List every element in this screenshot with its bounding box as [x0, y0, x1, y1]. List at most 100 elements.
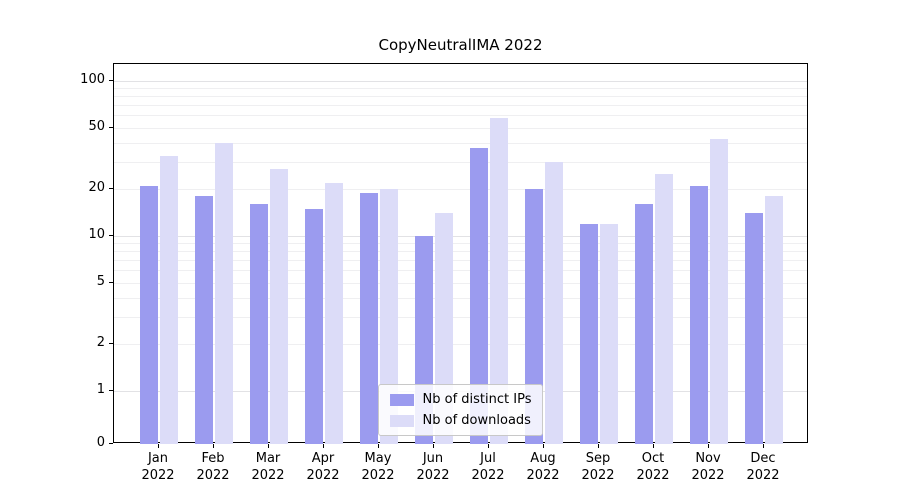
gridline-minor-60	[114, 115, 807, 117]
bar-distinct-ips-nov	[690, 186, 708, 444]
x-tick-year: 2022	[581, 468, 615, 483]
x-tick-mark-oct	[653, 444, 654, 448]
bar-downloads-may	[380, 189, 398, 444]
x-tick-year: 2022	[306, 468, 340, 483]
bar-downloads-jul	[490, 117, 508, 444]
x-tick-mark-mar	[268, 444, 269, 448]
x-tick-mark-dec	[763, 444, 764, 448]
x-tick-month: Mar	[255, 451, 281, 466]
bar-distinct-ips-feb	[195, 196, 213, 444]
bar-downloads-oct	[655, 174, 673, 444]
plot-area: Nb of distinct IPs Nb of downloads	[113, 63, 808, 444]
legend-item-downloads: Nb of downloads	[389, 413, 532, 428]
x-tick-year: 2022	[361, 468, 395, 483]
y-tick-mark-100	[109, 80, 113, 81]
gridline-minor-40	[114, 142, 807, 144]
x-tick-mark-apr	[323, 444, 324, 448]
x-tick-month: Apr	[311, 451, 335, 466]
legend-swatch-downloads	[389, 414, 414, 427]
y-tick-label-10: 10	[88, 227, 105, 242]
gridline-minor-70	[114, 105, 807, 106]
gridline-minor-5	[114, 282, 807, 284]
x-tick-label-may: May 2022	[336, 450, 420, 484]
x-tick-mark-jul	[488, 444, 489, 448]
y-tick-label-5: 5	[96, 273, 105, 289]
bar-distinct-ips-jul	[470, 147, 488, 444]
y-tick-mark-50	[109, 126, 113, 128]
gridline-minor-8	[114, 251, 807, 252]
gridline-minor-6	[114, 270, 807, 272]
y-tick-label-50: 50	[88, 118, 105, 134]
legend-label: Nb of distinct IPs	[422, 392, 532, 407]
y-tick-label-0: 0	[96, 435, 105, 450]
x-tick-year: 2022	[746, 468, 780, 483]
y-tick-label-100: 100	[80, 72, 105, 87]
bar-downloads-dec	[765, 196, 783, 444]
bar-distinct-ips-apr	[305, 208, 323, 444]
x-tick-month: Jun	[422, 451, 444, 466]
x-tick-month: Oct	[641, 451, 665, 466]
x-tick-month: Aug	[530, 451, 556, 466]
legend: Nb of distinct IPs Nb of downloads	[377, 384, 544, 436]
gridline-minor-80	[114, 96, 807, 97]
x-tick-label-jun: Jun 2022	[391, 450, 475, 484]
gridline-minor-7	[114, 260, 807, 261]
x-tick-month: Jan	[147, 451, 169, 466]
x-tick-month: Sep	[585, 451, 611, 466]
bar-downloads-nov	[710, 139, 728, 444]
legend-item-distinct-ips: Nb of distinct IPs	[389, 392, 532, 407]
x-tick-label-dec: Dec 2022	[721, 450, 805, 484]
x-tick-mark-jan	[158, 444, 159, 448]
x-tick-mark-may	[378, 444, 379, 448]
bar-distinct-ips-oct	[635, 204, 653, 444]
y-tick-mark-5	[109, 281, 113, 283]
x-tick-label-jul: Jul 2022	[446, 450, 530, 484]
gridline-major-10	[114, 236, 807, 237]
x-tick-month: Nov	[695, 451, 721, 466]
x-tick-mark-jun	[433, 444, 434, 448]
y-tick-mark-2	[109, 343, 113, 345]
gridline-major-100	[114, 81, 807, 82]
x-tick-label-nov: Nov 2022	[666, 450, 750, 484]
gridline-minor-50	[114, 127, 807, 129]
x-tick-month: Dec	[750, 451, 776, 466]
chart-title: CopyNeutralIMA 2022	[378, 36, 543, 54]
x-tick-year: 2022	[471, 468, 505, 483]
y-tick-mark-1	[109, 390, 113, 391]
y-tick-mark-0	[109, 443, 113, 444]
x-tick-label-aug: Aug 2022	[501, 450, 585, 484]
bar-downloads-jan	[160, 155, 178, 444]
x-tick-year: 2022	[141, 468, 175, 483]
bar-distinct-ips-mar	[250, 204, 268, 444]
bar-downloads-aug	[545, 162, 563, 444]
y-tick-label-1: 1	[96, 382, 105, 397]
gridline-minor-90	[114, 88, 807, 90]
x-tick-year: 2022	[251, 468, 285, 483]
x-tick-mark-feb	[213, 444, 214, 448]
gridline-minor-9	[114, 243, 807, 245]
bar-distinct-ips-jan	[140, 186, 158, 444]
bar-downloads-mar	[270, 169, 288, 444]
bar-downloads-apr	[325, 182, 343, 444]
legend-swatch-distinct-ips	[389, 393, 414, 406]
x-tick-year: 2022	[416, 468, 450, 483]
x-tick-year: 2022	[691, 468, 725, 483]
bar-distinct-ips-sep	[580, 223, 598, 444]
x-tick-label-jan: Jan 2022	[116, 450, 200, 484]
y-tick-mark-10	[109, 235, 113, 236]
x-tick-month: May	[364, 451, 392, 466]
x-tick-label-oct: Oct 2022	[611, 450, 695, 484]
x-tick-label-feb: Feb 2022	[171, 450, 255, 484]
x-tick-mark-aug	[543, 444, 544, 448]
bar-distinct-ips-aug	[525, 189, 543, 444]
x-tick-label-apr: Apr 2022	[281, 450, 365, 484]
y-tick-mark-20	[109, 188, 113, 190]
y-tick-label-20: 20	[88, 180, 105, 196]
bar-downloads-feb	[215, 142, 233, 444]
x-tick-mark-sep	[598, 444, 599, 448]
x-tick-year: 2022	[196, 468, 230, 483]
gridline-minor-4	[114, 297, 807, 299]
x-tick-year: 2022	[636, 468, 670, 483]
x-tick-month: Jul	[480, 451, 496, 466]
